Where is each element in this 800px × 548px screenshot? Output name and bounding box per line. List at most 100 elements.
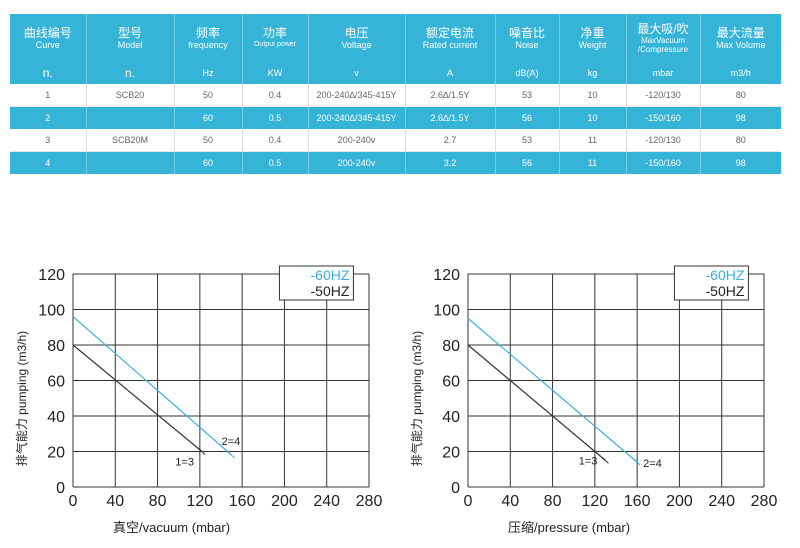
y-axis-label: 排气能力 pumping (m3/h) bbox=[14, 331, 29, 466]
legend-box bbox=[673, 265, 749, 301]
unit-cell-weight: kg bbox=[558, 62, 626, 84]
series-end-label: 1=3 bbox=[579, 455, 598, 467]
table-cell: 56 bbox=[494, 151, 559, 174]
y-tick-label: 120 bbox=[38, 267, 65, 284]
unit-cell-current: A bbox=[404, 62, 495, 84]
header-cell-curve: 曲线编号 Curve bbox=[10, 14, 86, 62]
table-cell: 3.2 bbox=[404, 151, 495, 174]
table-cell: 0.4 bbox=[241, 129, 308, 152]
table-cell: -120/130 bbox=[625, 129, 700, 152]
header-cell-power: 功率 Output power bbox=[241, 14, 308, 62]
table-row: 4 60 0.5 200-240v 3.2 56 11 -150/160 98 bbox=[10, 151, 781, 174]
unit-cell-voltage: v bbox=[307, 62, 405, 84]
series-end-label: 1=3 bbox=[175, 457, 194, 469]
series-end-label: 2=4 bbox=[643, 458, 662, 470]
y-tick-label: 40 bbox=[47, 409, 65, 426]
table-cell: 50 bbox=[173, 129, 242, 152]
series-line-50hz bbox=[467, 344, 606, 461]
x-tick-label: 120 bbox=[582, 493, 609, 510]
y-tick-label: 60 bbox=[47, 374, 65, 391]
y-tick-label: 0 bbox=[451, 480, 460, 497]
series-end-marker bbox=[602, 457, 609, 464]
table-cell: -120/130 bbox=[625, 84, 700, 107]
x-tick-label: 0 bbox=[464, 493, 473, 510]
legend-entry-60hz: -60HZ bbox=[311, 267, 350, 283]
y-tick-label: 100 bbox=[433, 303, 460, 320]
x-tick-label: 200 bbox=[666, 493, 693, 510]
x-tick-label: 200 bbox=[271, 493, 298, 510]
series-line-60hz bbox=[467, 317, 638, 463]
series-line-50hz bbox=[72, 344, 203, 452]
header-cell-current: 额定电流 Rated current bbox=[404, 14, 495, 62]
table-cell: 98 bbox=[699, 151, 781, 174]
pressure-chart: 0 40 80 120 160 200 240 280 0 20 40 60 80 100 120 压缩/pr… bbox=[409, 265, 778, 535]
header-cell-frequency: 频率 frequency bbox=[173, 14, 242, 62]
table-cell: 200-240∆/345-415Y bbox=[307, 84, 405, 107]
table-cell: 2.7 bbox=[404, 129, 495, 152]
y-tick-label: 100 bbox=[38, 303, 65, 320]
table-cell: SCB20M bbox=[85, 129, 174, 152]
header-cell-max-volume: 最大流量 Max Volume bbox=[699, 14, 781, 62]
y-tick-label: 0 bbox=[56, 480, 65, 497]
table-cell: -150/160 bbox=[625, 151, 700, 174]
table-cell: 2.6∆/1.5Y bbox=[404, 84, 495, 107]
y-tick-label: 120 bbox=[433, 267, 460, 284]
table-cell: 11 bbox=[558, 151, 626, 174]
table-cell: 50 bbox=[173, 84, 242, 107]
series-end-marker bbox=[198, 448, 206, 455]
x-tick-label: 280 bbox=[356, 493, 383, 510]
table-cell: 80 bbox=[699, 129, 781, 152]
y-tick-label: 20 bbox=[47, 445, 65, 462]
y-tick-label: 60 bbox=[442, 374, 460, 391]
spec-table: 曲线编号 Curve 型号 Model 频率 frequency 功率 Output p… bbox=[10, 14, 781, 174]
table-cell: 10 bbox=[558, 84, 626, 107]
x-tick-label: 80 bbox=[544, 493, 562, 510]
series-line-60hz bbox=[72, 316, 232, 456]
unit-row: n. n. Hz KW v A dB(A) kg mbar m3/h bbox=[10, 62, 781, 84]
unit-cell-frequency: Hz bbox=[173, 62, 242, 84]
table-cell: 56 bbox=[494, 106, 559, 129]
table-cell: 200-240v bbox=[307, 129, 405, 152]
table-cell: 98 bbox=[699, 106, 781, 129]
x-tick-label: 240 bbox=[313, 493, 340, 510]
table-cell: 80 bbox=[699, 84, 781, 107]
header-cell-model: 型号 Model bbox=[85, 14, 174, 62]
table-cell bbox=[85, 151, 174, 174]
table-row: 1 SCB20 50 0.4 200-240∆/345-415Y 2.6∆/1.… bbox=[10, 84, 781, 107]
x-tick-label: 160 bbox=[229, 493, 256, 510]
series-end-marker bbox=[228, 451, 235, 459]
x-tick-label: 80 bbox=[149, 493, 167, 510]
y-tick-label: 80 bbox=[47, 338, 65, 355]
table-cell: 3 bbox=[10, 129, 86, 152]
unit-cell-max-volume: m3/h bbox=[699, 62, 781, 84]
y-tick-label: 40 bbox=[442, 409, 460, 426]
x-tick-label: 280 bbox=[751, 493, 778, 510]
header-row: 曲线编号 Curve 型号 Model 频率 frequency 功率 Output p… bbox=[10, 14, 781, 62]
table-cell: 200-240∆/345-415Y bbox=[307, 106, 405, 129]
unit-cell-noise: dB(A) bbox=[494, 62, 559, 84]
legend-box bbox=[278, 265, 354, 301]
header-cell-weight: 净重 Weight bbox=[558, 14, 626, 62]
header-cell-voltage: 电压 Voltage bbox=[307, 14, 405, 62]
table-cell: 60 bbox=[173, 151, 242, 174]
legend-entry-50hz: -50HZ bbox=[706, 283, 745, 299]
table-cell: 0.5 bbox=[241, 106, 308, 129]
x-axis-label: 真空/vacuum (mbar) bbox=[113, 520, 230, 535]
x-tick-label: 160 bbox=[624, 493, 651, 510]
y-tick-label: 80 bbox=[442, 338, 460, 355]
y-axis-label: 排气能力 pumping (m3/h) bbox=[409, 331, 424, 466]
header-cell-max-vacuum: 最大吸/吹 MaxVacuum /Compressure bbox=[625, 14, 700, 62]
table-cell bbox=[85, 106, 174, 129]
unit-cell-max-vacuum: mbar bbox=[625, 62, 700, 84]
table-cell: 200-240v bbox=[307, 151, 405, 174]
x-tick-label: 40 bbox=[106, 493, 124, 510]
x-axis-label: 压缩/pressure (mbar) bbox=[508, 520, 630, 535]
table-cell: 2 bbox=[10, 106, 86, 129]
y-tick-label: 20 bbox=[442, 445, 460, 462]
series-end-marker bbox=[633, 458, 641, 466]
table-row: 2 60 0.5 200-240∆/345-415Y 2.6∆/1.5Y 56 … bbox=[10, 106, 781, 129]
table-cell: 53 bbox=[494, 84, 559, 107]
unit-cell-power: KW bbox=[241, 62, 308, 84]
table-row: 3 SCB20M 50 0.4 200-240v 2.7 53 11 -120/… bbox=[10, 129, 781, 152]
table-cell: 60 bbox=[173, 106, 242, 129]
